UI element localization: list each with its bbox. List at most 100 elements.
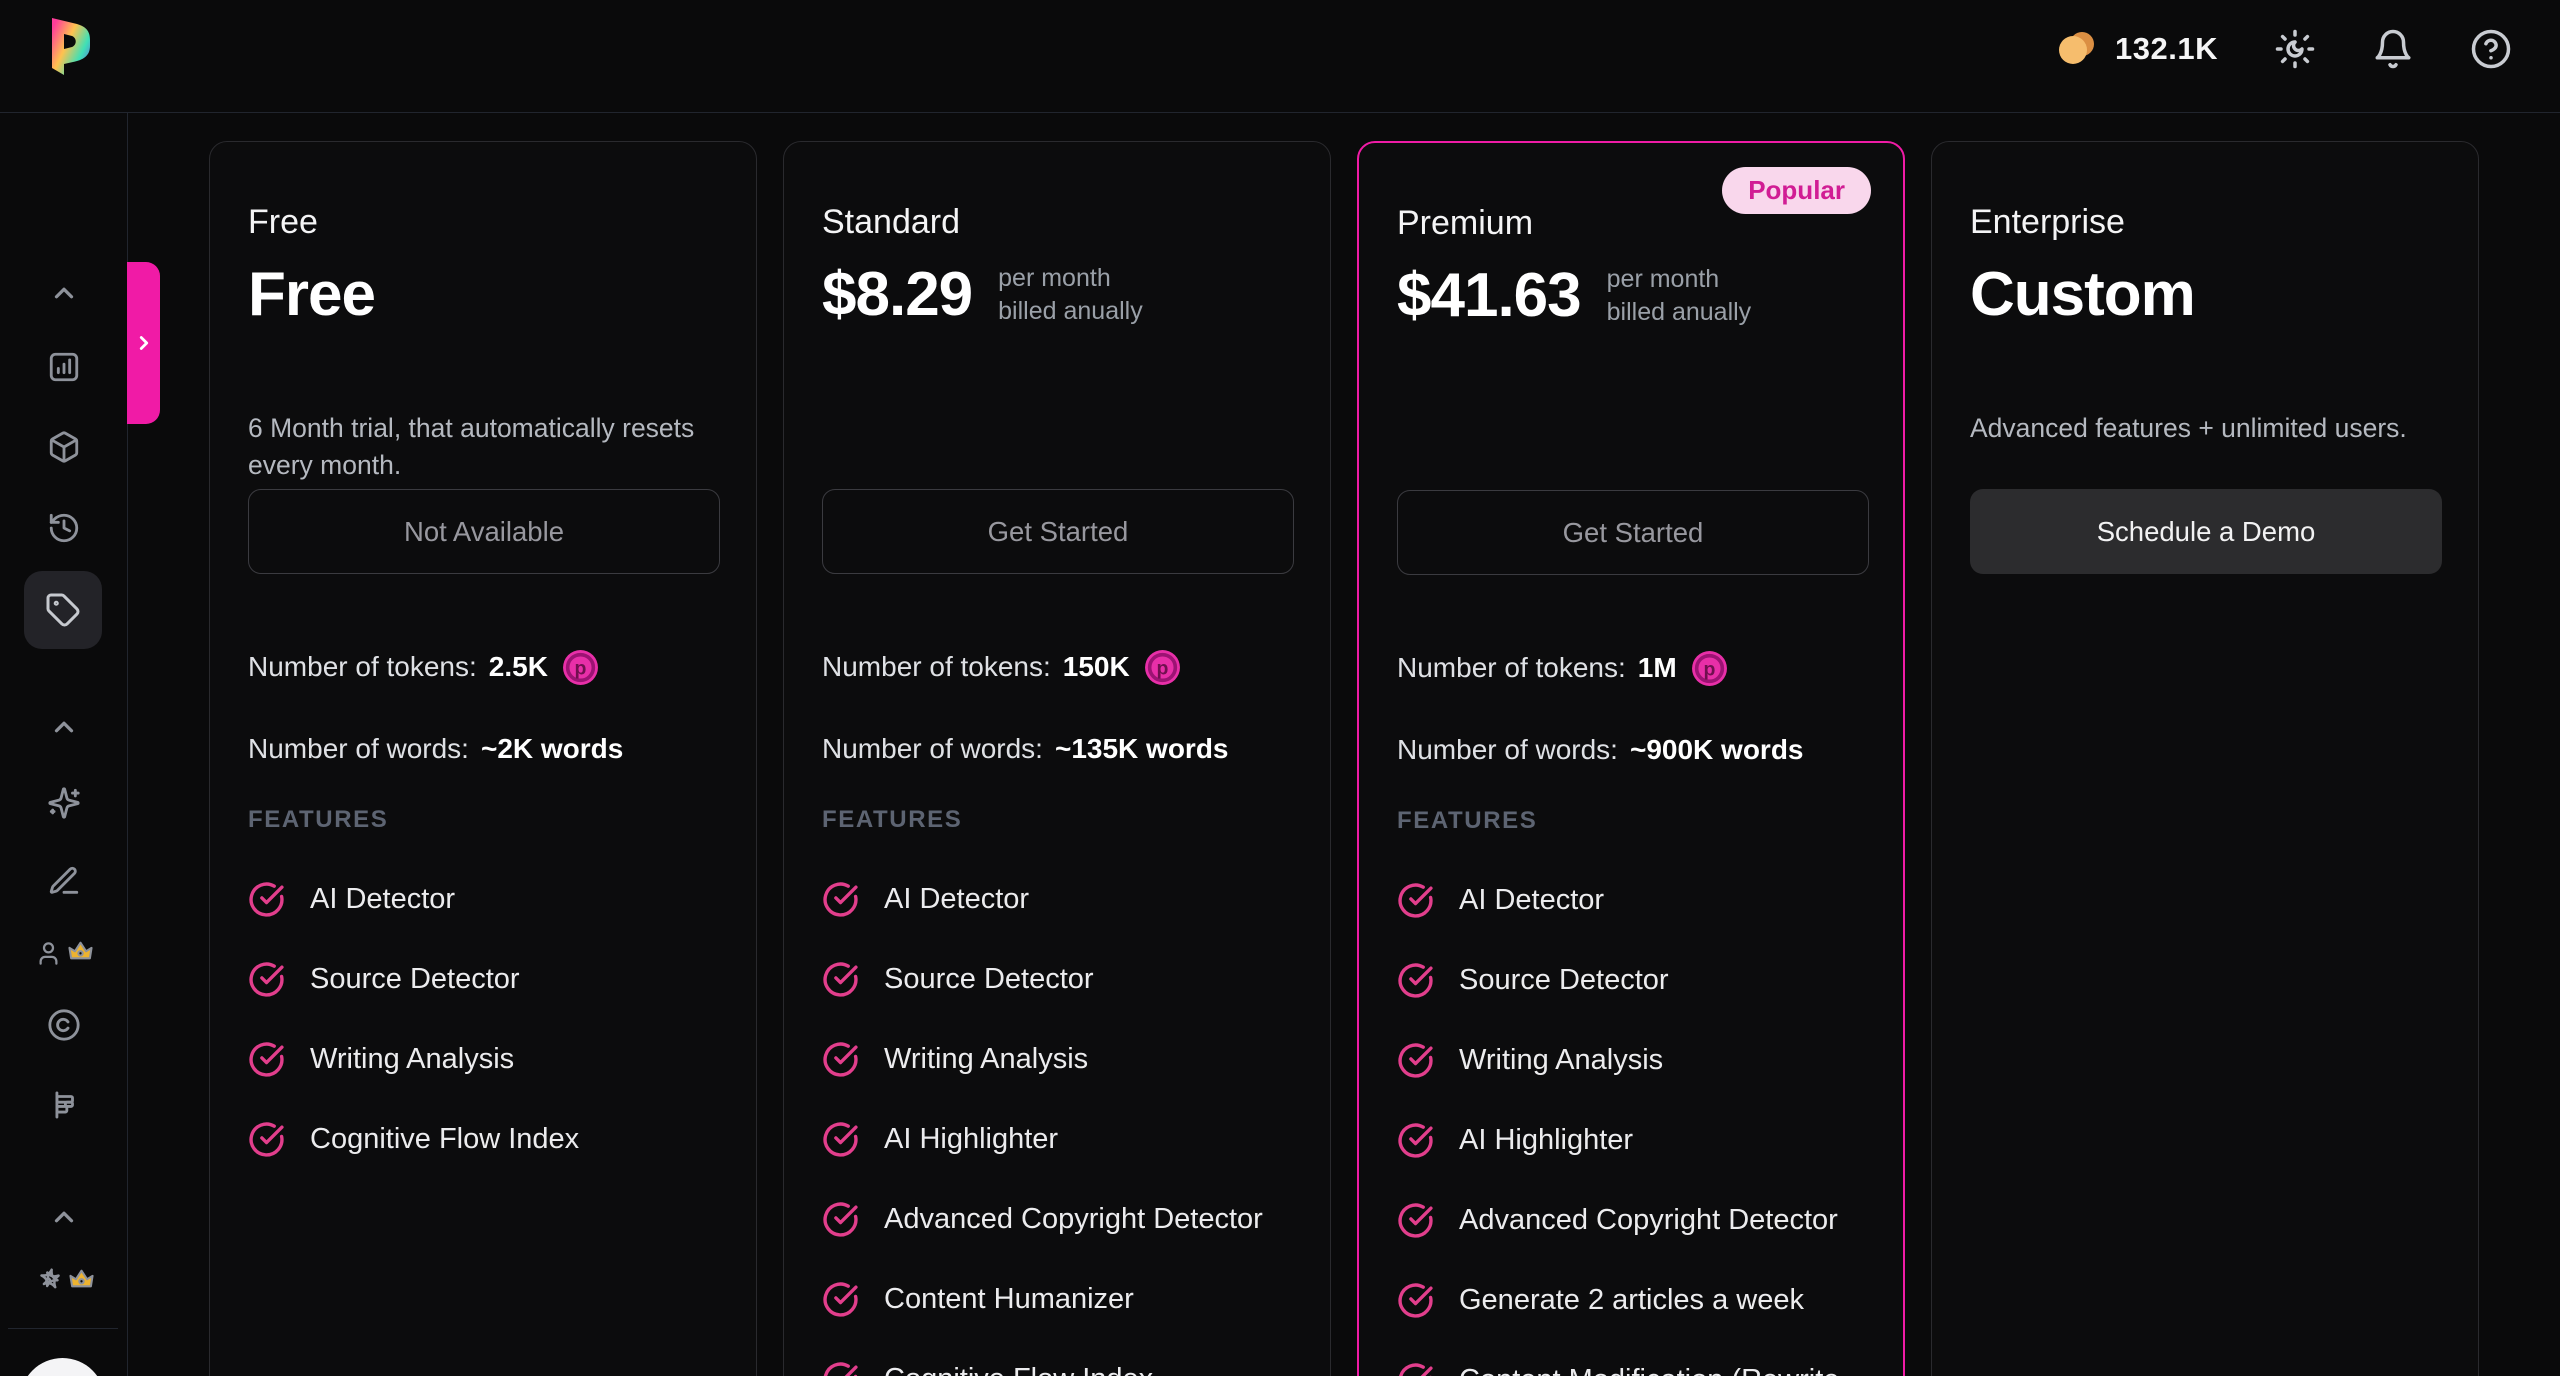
feature-label: Cognitive Flow Index — [884, 1363, 1153, 1376]
help-button[interactable] — [2470, 28, 2512, 70]
tokens-value: 150K — [1062, 651, 1130, 682]
tokens-label: Number of tokens: — [822, 651, 1051, 682]
token-balance-count: 132.1K — [2115, 31, 2218, 66]
not-available-button[interactable]: Not Available — [248, 489, 720, 574]
check-circle-icon — [822, 1361, 859, 1376]
get-started-button[interactable]: Get Started — [822, 489, 1294, 574]
notifications-button[interactable] — [2372, 28, 2414, 70]
crown-icon — [69, 1266, 94, 1296]
feature-item: Advanced Copyright Detector — [822, 1179, 1310, 1259]
sidebar-item-history[interactable] — [0, 511, 127, 545]
get-started-button[interactable]: Get Started — [1397, 490, 1869, 575]
token-coin-icon: p — [562, 649, 598, 685]
check-circle-icon — [1397, 1202, 1434, 1239]
help-circle-icon — [2471, 29, 2511, 69]
feature-item: Source Detector — [248, 939, 736, 1019]
logo-icon — [52, 18, 90, 75]
plan-name: Free — [248, 203, 318, 242]
pen-line-icon — [49, 866, 78, 894]
feature-item: AI Highlighter — [1397, 1100, 1883, 1180]
plan-name: Enterprise — [1970, 203, 2125, 242]
feature-item: Source Detector — [822, 939, 1310, 1019]
sidebar-item-reports[interactable] — [0, 1088, 127, 1122]
user-avatar[interactable] — [20, 1358, 105, 1376]
sidebar-item-analytics[interactable] — [0, 350, 127, 384]
plan-name: Premium — [1397, 204, 1534, 243]
sidebar-collapse-middle[interactable] — [0, 712, 127, 742]
sidebar-item-packages[interactable] — [0, 430, 127, 464]
feature-label: Writing Analysis — [884, 1042, 1089, 1075]
words-value: ~900K words — [1629, 734, 1804, 765]
shuriken-icon — [40, 1268, 60, 1289]
sidebar-collapse-bottom[interactable] — [0, 1202, 127, 1232]
sidebar-item-copyright[interactable] — [0, 1008, 127, 1042]
sidebar-item-shuriken-premium[interactable] — [0, 1266, 127, 1296]
bell-icon — [2375, 29, 2411, 69]
check-circle-icon — [248, 961, 285, 998]
theme-toggle-button[interactable] — [2274, 28, 2316, 70]
check-circle-icon — [822, 961, 859, 998]
billing-note: per month billed anually — [1606, 265, 1752, 326]
sidebar — [0, 112, 128, 1376]
sidebar-item-user-premium[interactable] — [0, 938, 127, 968]
check-circle-icon — [822, 1201, 859, 1238]
check-circle-icon — [1397, 962, 1434, 999]
feature-item: Writing Analysis — [248, 1019, 736, 1099]
check-circle-icon — [1397, 1122, 1434, 1159]
plan-description: Advanced features + unlimited users. — [1970, 412, 2407, 443]
top-bar: 132.1K — [0, 0, 2560, 113]
sidebar-collapse-top[interactable] — [0, 278, 127, 308]
feature-item: Content Humanizer — [822, 1259, 1310, 1339]
app-logo[interactable] — [31, 14, 95, 78]
plan-card-enterprise: Enterprise Custom Advanced features + un… — [1931, 141, 2479, 1376]
feature-label: Content Modification (Rewrite — [1459, 1364, 1839, 1376]
feature-label: Content Humanizer — [884, 1282, 1134, 1315]
history-icon — [49, 513, 78, 543]
report-bars-icon — [55, 1091, 74, 1119]
tokens-label: Number of tokens: — [1397, 652, 1626, 683]
check-circle-icon — [248, 1121, 285, 1158]
plan-card-premium: Premium Popular $41.63 per month billed … — [1357, 141, 1905, 1376]
words-value: ~135K words — [1054, 733, 1229, 764]
check-circle-icon — [248, 881, 285, 918]
feature-item: Writing Analysis — [1397, 1020, 1883, 1100]
features-list: AI Detector Source Detector Writing Anal… — [248, 859, 736, 1179]
plan-price: Free — [248, 260, 376, 329]
plan-price: $41.63 — [1397, 261, 1582, 330]
feature-item: Source Detector — [1397, 940, 1883, 1020]
sidebar-item-writer[interactable] — [0, 864, 127, 898]
words-row: Number of words: ~2K words — [248, 724, 623, 774]
sidebar-expand-tab[interactable] — [127, 262, 160, 424]
feature-item: AI Detector — [822, 859, 1310, 939]
user-icon — [39, 941, 57, 965]
feature-label: Cognitive Flow Index — [310, 1122, 580, 1155]
analytics-chart-icon — [49, 352, 78, 382]
plan-card-free: Free Free 6 Month trial, that automatica… — [209, 141, 757, 1376]
features-heading: FEATURES — [248, 806, 389, 833]
feature-label: Source Detector — [310, 962, 520, 995]
token-balance[interactable]: 132.1K — [2055, 29, 2218, 69]
plan-name: Standard — [822, 203, 960, 242]
words-row: Number of words: ~135K words — [822, 724, 1229, 774]
check-circle-icon — [1397, 1042, 1434, 1079]
chevron-up-icon — [54, 287, 73, 299]
tokens-value: 2.5K — [488, 651, 548, 682]
coin-icon — [2059, 32, 2095, 64]
feature-label: AI Detector — [884, 882, 1030, 915]
topbar-actions: 132.1K — [2055, 0, 2512, 112]
feature-label: AI Highlighter — [1459, 1123, 1634, 1156]
tokens-row: Number of tokens: 1M p — [1397, 643, 1728, 693]
feature-item: Content Modification (Rewrite — [1397, 1340, 1883, 1376]
check-circle-icon — [1397, 882, 1434, 919]
feature-item: Generate 2 articles a week — [1397, 1260, 1883, 1340]
feature-label: Source Detector — [884, 962, 1094, 995]
chevron-up-icon — [54, 1211, 73, 1223]
check-circle-icon — [822, 1041, 859, 1078]
feature-label: Writing Analysis — [1459, 1043, 1664, 1076]
svg-text:p: p — [1156, 657, 1168, 679]
words-label: Number of words: — [822, 733, 1043, 764]
sidebar-item-ai-tools[interactable] — [0, 786, 127, 820]
sidebar-item-pricing-active[interactable] — [24, 571, 102, 649]
schedule-demo-button[interactable]: Schedule a Demo — [1970, 489, 2442, 574]
